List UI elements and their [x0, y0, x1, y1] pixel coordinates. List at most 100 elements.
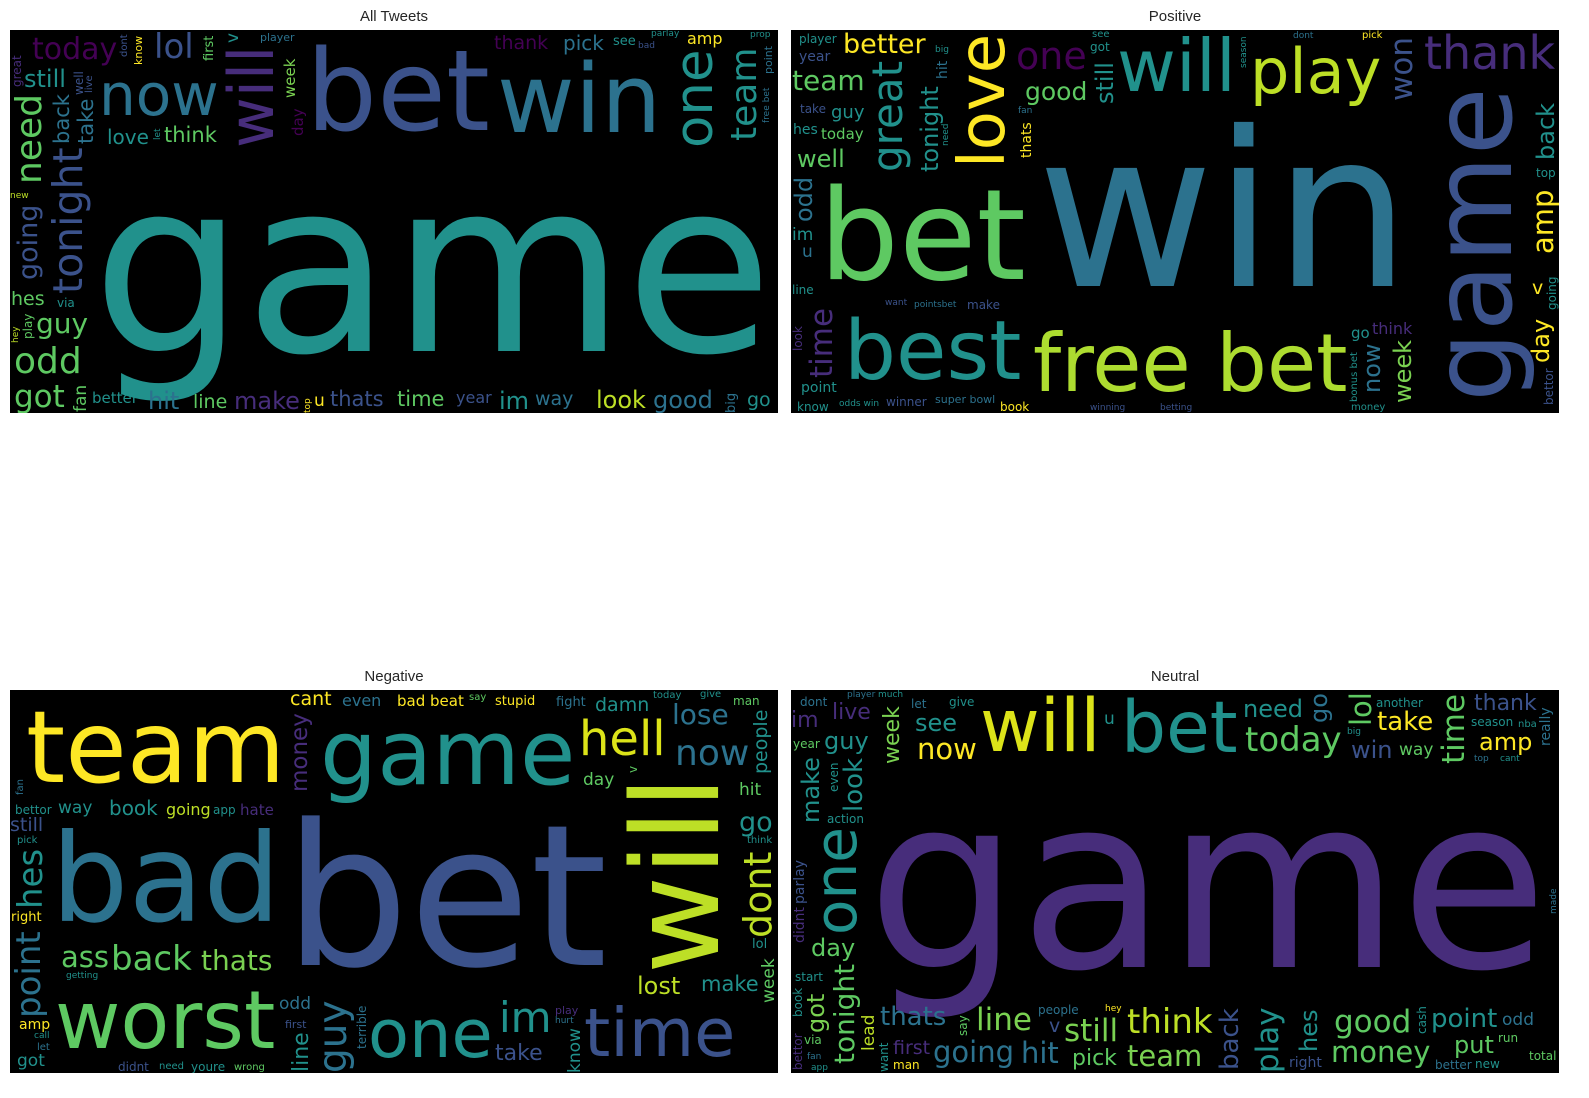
word-going: going: [933, 1035, 1014, 1069]
word-better: better: [843, 30, 926, 60]
word-via: via: [57, 296, 75, 310]
word-want: want: [885, 298, 908, 308]
word-one: one: [1016, 34, 1087, 78]
word-guy: guy: [831, 102, 865, 123]
word-play: play: [555, 1004, 579, 1017]
word-one: one: [664, 49, 725, 148]
word-team: team: [724, 47, 765, 141]
word-pick: pick: [563, 31, 604, 55]
word-will: will: [215, 45, 288, 148]
word-week: week: [1389, 339, 1417, 403]
word-new: new: [10, 191, 29, 201]
word-fan: fan: [15, 779, 26, 795]
word-top: top: [1474, 754, 1489, 764]
word-right: right: [11, 910, 42, 925]
word-cloud: game bet will one tonight think today play still…: [791, 690, 1559, 1073]
word-amp: amp: [19, 1017, 51, 1033]
word-first: first: [893, 1037, 931, 1059]
word-didnt: didnt: [792, 906, 808, 943]
word-cash: cash: [1415, 1006, 1429, 1034]
word-bad: bad: [51, 808, 281, 950]
word-still: still: [10, 814, 44, 836]
word-people: people: [750, 709, 772, 774]
word-need: need: [10, 94, 50, 184]
word-time: time: [804, 307, 840, 378]
word-money: money: [287, 713, 313, 792]
word-need: need: [941, 123, 951, 147]
word-let: let: [37, 1042, 50, 1053]
word-think: think: [164, 123, 217, 147]
word-cloud: win free bet bet game love best will great play t…: [791, 30, 1559, 413]
word-give: give: [700, 690, 722, 700]
word-make: make: [701, 972, 759, 996]
word-win: win: [1351, 736, 1393, 764]
word-say: say: [469, 692, 487, 703]
word-hes: hes: [11, 848, 51, 909]
word-win: win: [1037, 86, 1411, 337]
word-way: way: [1399, 740, 1434, 760]
word-need: need: [1243, 695, 1303, 723]
word-really: really: [1538, 707, 1554, 746]
word-pick: pick: [17, 835, 38, 846]
word-bet: bet: [284, 783, 608, 1012]
word-week: week: [281, 58, 299, 98]
word-lose: lose: [672, 698, 729, 731]
word-ass: ass: [61, 940, 109, 974]
word-game: game: [92, 128, 773, 408]
panel-positive: Positive win free bet bet game love best will g…: [791, 0, 1559, 414]
word-team: team: [792, 64, 865, 97]
word-hes: hes: [11, 288, 45, 310]
word-thats: thats: [330, 387, 384, 411]
word-lol: lol: [752, 937, 768, 952]
panel-title: Negative: [364, 668, 424, 685]
word-super-bowl: super bowl: [935, 393, 996, 406]
word-point: point: [10, 931, 49, 1018]
word-big: big: [1347, 727, 1361, 737]
word-call: call: [34, 1031, 50, 1041]
word-play: play: [1250, 35, 1382, 108]
word-lol: lol: [154, 30, 194, 67]
word-lead: lead: [859, 1014, 879, 1051]
word-now: now: [675, 733, 750, 774]
word-team: team: [26, 690, 286, 806]
word-tonight: tonight: [828, 963, 861, 1064]
word-one: one: [368, 995, 493, 1073]
word-odds-win: odds win: [839, 399, 880, 409]
word-im: im: [499, 387, 530, 413]
word-put: put: [1454, 1031, 1494, 1059]
word-first: first: [285, 1018, 307, 1031]
word-u: u: [314, 391, 325, 411]
word-bet: bet: [306, 30, 490, 157]
word-good: good: [1334, 1004, 1412, 1040]
word-hate: hate: [240, 801, 274, 819]
word-game: game: [867, 744, 1548, 1024]
word-parlay: parlay: [792, 860, 808, 904]
word-let: let: [911, 697, 927, 711]
word-day: day: [811, 934, 856, 962]
word-made: made: [1549, 888, 1559, 914]
word-got: got: [17, 1051, 45, 1071]
panel-title: Positive: [1148, 8, 1202, 25]
word-way: way: [58, 798, 93, 818]
word-got: got: [802, 993, 830, 1033]
word-game: game: [1409, 87, 1538, 402]
word-hit: hit: [739, 780, 762, 800]
word-day: day: [583, 770, 615, 790]
word-line: line: [289, 1032, 314, 1072]
word-parlay: parlay: [651, 30, 680, 39]
word-way: way: [535, 388, 574, 410]
word-another: another: [1376, 696, 1423, 710]
word-money: money: [1351, 402, 1386, 413]
word-run: run: [1498, 1031, 1519, 1045]
word-want: want: [877, 1042, 891, 1072]
word-bettor: bettor: [1542, 368, 1556, 405]
word-bettor: bettor: [791, 1033, 805, 1070]
word-thats: thats: [1019, 122, 1035, 158]
word-stupid: stupid: [495, 694, 536, 709]
word-good: good: [1025, 77, 1088, 106]
word-bonus-bet: bonus bet: [1349, 352, 1360, 402]
word-still: still: [1091, 62, 1119, 104]
word-cloud: bet bad game team worst will one time hell thats g…: [10, 690, 778, 1073]
word-take: take: [495, 1041, 543, 1066]
word-let: let: [153, 128, 163, 140]
